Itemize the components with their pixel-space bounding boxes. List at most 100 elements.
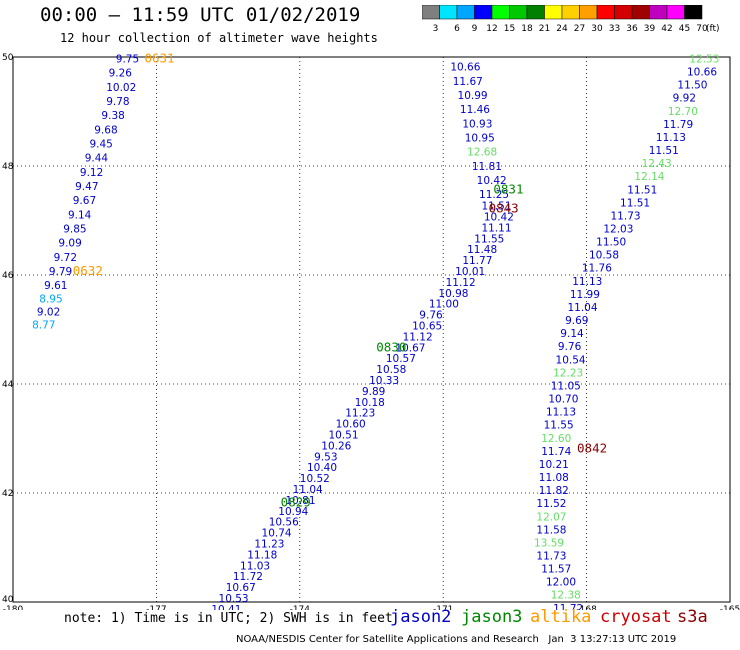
wave-height-value: 11.00	[429, 299, 459, 311]
colorbar-tick-label: 24	[556, 24, 568, 34]
colorbar-tick-label: 39	[644, 24, 656, 34]
y-tick-label: 46	[2, 271, 14, 281]
plot-frame	[12, 56, 731, 603]
wave-height-value: 12.00	[546, 577, 576, 589]
wave-height-value: 10.94	[278, 506, 308, 518]
wave-height-value: 11.52	[536, 498, 566, 510]
wave-height-value: 10.26	[321, 440, 351, 452]
x-tick-label: -168	[576, 605, 597, 610]
wave-height-value: 11.74	[541, 446, 571, 458]
wave-height-value: 11.73	[611, 210, 641, 222]
wave-height-value: 11.04	[567, 302, 597, 314]
wave-height-value: 11.58	[536, 524, 566, 536]
wave-height-value: 11.51	[481, 201, 511, 213]
wave-height-value: 10.41	[211, 604, 241, 610]
wave-height-value: 11.50	[596, 237, 626, 249]
wave-height-value: 12.07	[536, 511, 566, 523]
wave-height-value: 9.72	[54, 252, 77, 264]
wave-height-value: 11.72	[553, 603, 583, 610]
wave-height-value: 12.03	[603, 223, 633, 235]
colorbar-tick-label: 27	[574, 24, 585, 34]
wave-height-value: 10.95	[465, 132, 495, 144]
wave-height-value: 11.76	[582, 263, 612, 275]
wave-height-value: 9.85	[63, 223, 86, 235]
wave-height-value: 10.58	[589, 250, 619, 262]
wave-height-value: 11.05	[551, 380, 581, 392]
wave-height-value: 10.21	[539, 459, 569, 471]
wave-height-value: 11.72	[233, 571, 263, 583]
colorbar-tick-label: 36	[626, 24, 638, 34]
wave-height-value: 11.82	[539, 485, 569, 497]
wave-height-value: 11.11	[481, 222, 511, 234]
wave-height-value: 12.53	[689, 53, 719, 65]
pass-time-label: 0830	[376, 339, 406, 354]
wave-height-value: 9.75	[116, 53, 139, 65]
wave-height-value: 10.56	[269, 517, 299, 529]
colorbar-tick-label: 15	[504, 24, 515, 34]
wave-height-value: 12.14	[634, 171, 664, 183]
legend-altika: altika	[530, 607, 592, 627]
wave-height-value: 11.51	[620, 197, 650, 209]
wave-height-value: 10.52	[300, 473, 330, 485]
wave-height-value: 10.65	[412, 321, 442, 333]
wave-height-value: 9.79	[49, 266, 72, 278]
wave-height-value: 11.77	[462, 255, 492, 267]
colorbar-tick-label: 30	[591, 24, 603, 34]
wave-height-value: 10.57	[386, 353, 416, 365]
wave-height-value: 11.25	[479, 189, 509, 201]
y-tick-label: 42	[2, 489, 13, 499]
wave-height-value: 11.48	[467, 244, 497, 256]
wave-height-value: 9.09	[58, 238, 81, 250]
units-note: note: 1) Time is in UTC; 2) SWH is in fe…	[64, 611, 393, 626]
wave-height-value: 11.50	[677, 80, 707, 92]
wave-height-value: 10.67	[395, 342, 425, 354]
y-tick-label: 48	[2, 162, 14, 172]
y-tick-label: 40	[2, 595, 14, 605]
x-tick-label: -180	[3, 605, 24, 610]
wave-height-value: 10.01	[455, 266, 485, 278]
wave-height-value: 10.33	[369, 375, 399, 387]
colorbar-tick-label: 12	[486, 24, 497, 34]
wave-height-value: 12.70	[668, 106, 698, 118]
pass-time-label: 0842	[577, 441, 607, 456]
wave-height-value: 11.79	[663, 119, 693, 131]
wave-height-value: 12.38	[551, 590, 581, 602]
wave-height-value: 9.61	[44, 280, 67, 292]
wave-height-value: 9.44	[85, 153, 109, 165]
pass-time-label: 0829	[281, 495, 311, 510]
colorbar-tick-label: 42	[661, 24, 672, 34]
colorbar-swatch	[684, 5, 703, 20]
wave-height-value: 10.54	[556, 354, 586, 366]
wave-height-value: 9.12	[80, 167, 103, 179]
wave-height-value: 9.38	[101, 110, 124, 122]
wave-height-value: 11.67	[453, 76, 483, 88]
wave-height-value: 10.99	[458, 90, 488, 102]
colorbar-tick-label: 9	[472, 24, 478, 34]
color-scale-bar: 3 6 9 12 15 18 21 24 27 30 33 36 39 42 45 70(ft)	[422, 5, 720, 34]
wave-height-value: 11.23	[345, 408, 375, 420]
wave-height-value: 9.78	[106, 96, 129, 108]
x-tick-label: -165	[720, 605, 740, 610]
wave-height-value: 12.43	[642, 158, 672, 170]
wave-height-value: 11.08	[539, 472, 569, 484]
wave-height-value: 11.55	[474, 233, 504, 245]
y-tick-label: 50	[2, 53, 14, 63]
wave-height-value: 10.40	[307, 462, 337, 474]
legend-cryosat: cryosat	[600, 607, 672, 627]
wave-height-value: 9.92	[673, 93, 696, 105]
wave-height-value: 8.77	[32, 319, 55, 331]
wave-height-value: 10.60	[336, 419, 366, 431]
wave-height-value: 10.51	[328, 430, 358, 442]
wave-height-value: 11.18	[247, 549, 277, 561]
pass-time-label: 0631	[144, 50, 174, 65]
wave-height-value: 10.66	[450, 62, 480, 74]
wave-height-value: 9.14	[68, 209, 92, 221]
wave-height-value: 10.58	[376, 364, 406, 376]
colorbar-tick-label: 70	[696, 24, 708, 34]
wave-height-value: 9.69	[565, 315, 588, 327]
wave-height-value: 11.12	[446, 277, 476, 289]
wave-height-value: 9.76	[558, 341, 582, 353]
wave-height-value: 10.81	[285, 495, 315, 507]
wave-height-value: 11.55	[544, 420, 574, 432]
wave-height-value: 11.13	[656, 132, 686, 144]
